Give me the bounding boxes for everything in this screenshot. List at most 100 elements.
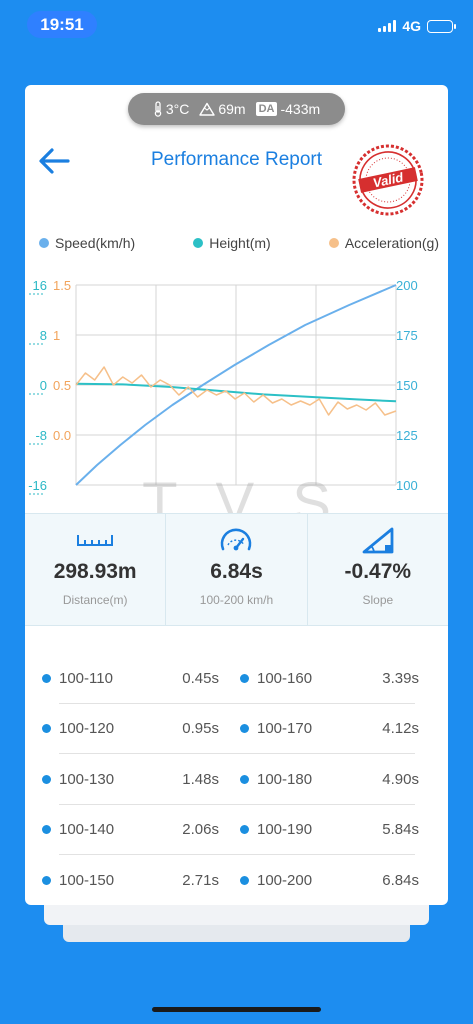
- split-time: 0.45s: [182, 669, 219, 687]
- chart-legend: Speed(km/h) Height(m) Acceleration(g): [39, 235, 439, 251]
- accel-tick-label: 1: [53, 328, 60, 343]
- split-time: 1.48s: [182, 770, 219, 788]
- speed-tick-label: 100: [396, 478, 418, 493]
- legend-acceleration-label: Acceleration(g): [344, 235, 439, 251]
- stamp-text: Valid: [371, 169, 405, 190]
- split-time: 2.71s: [182, 871, 219, 889]
- split-range: 100-180: [257, 770, 313, 788]
- split-row: 100-140 2.06s 100-190 5.84s: [39, 805, 435, 856]
- density-altitude-item: DA -433m: [255, 101, 321, 117]
- split-cell: 100-190 5.84s: [237, 821, 435, 838]
- split-range: 100-160: [257, 669, 313, 687]
- speedometer-icon: [221, 528, 252, 551]
- mountain-icon: [199, 102, 216, 116]
- bullet-dot-icon: [42, 825, 51, 835]
- bullet-dot-icon: [240, 825, 249, 835]
- split-range: 100-140: [59, 821, 115, 839]
- report-card: 3°C 69m DA -433m Performance Report Vali…: [25, 85, 448, 905]
- stat-distance-value: 298.93m: [53, 560, 137, 583]
- split-row: 100-150 2.71s 100-200 6.84s: [39, 855, 435, 905]
- stat-distance: 298.93m Distance(m): [25, 514, 165, 625]
- status-time: 19:51: [27, 11, 97, 38]
- stat-time-label: 100-200 km/h: [199, 593, 274, 607]
- stat-slope-value: -0.47%: [344, 560, 412, 583]
- speed-tick-label: 200: [396, 278, 418, 293]
- home-indicator[interactable]: [152, 1007, 321, 1012]
- height-tick-label: -16: [28, 478, 47, 493]
- stats-panel: 298.93m Distance(m) 6.84s 100-200 km/h: [25, 513, 448, 626]
- legend-height: Height(m): [193, 235, 271, 251]
- split-cell: 100-170 4.12s: [237, 720, 435, 737]
- split-time: 0.95s: [182, 720, 219, 738]
- bullet-dot-icon: [42, 774, 51, 784]
- page-title: Performance Report: [150, 149, 323, 170]
- slope-icon: [362, 527, 394, 554]
- bullet-dot-icon: [240, 673, 249, 683]
- split-cell: 100-110 0.45s: [39, 670, 237, 687]
- legend-acceleration-swatch: [328, 238, 339, 248]
- split-range: 100-150: [59, 871, 115, 889]
- series-line-speed: [75, 284, 397, 486]
- split-cell: 100-200 6.84s: [237, 872, 435, 889]
- height-tick-label: 8: [40, 328, 47, 343]
- split-time: 3.39s: [382, 669, 419, 687]
- legend-speed-swatch: [39, 238, 49, 248]
- status-indicators: 4G: [378, 18, 456, 34]
- split-cell: 100-180 4.90s: [237, 771, 435, 788]
- split-range: 100-130: [59, 770, 115, 788]
- signal-icon: [378, 20, 397, 32]
- stat-time-value: 6.84s: [210, 560, 263, 583]
- split-cell: 100-140 2.06s: [39, 821, 237, 838]
- temperature-value: 3°C: [165, 101, 190, 117]
- series-line-accel: [75, 366, 397, 416]
- environment-pill: 3°C 69m DA -433m: [128, 93, 345, 125]
- split-range: 100-190: [257, 821, 313, 839]
- split-cell: 100-150 2.71s: [39, 872, 237, 889]
- stat-distance-label: Distance(m): [62, 593, 128, 607]
- split-cell: 100-160 3.39s: [237, 670, 435, 687]
- split-range: 100-120: [59, 720, 115, 738]
- legend-speed: Speed(km/h): [39, 235, 135, 251]
- speed-tick-label: 125: [396, 428, 418, 443]
- height-tick-label: -8: [35, 428, 47, 443]
- temperature-item: 3°C: [153, 101, 190, 117]
- da-label: DA: [255, 102, 278, 116]
- bullet-dot-icon: [240, 774, 249, 784]
- ruler-icon: [77, 535, 114, 546]
- accel-tick-label: 0.5: [53, 378, 71, 393]
- bullet-dot-icon: [42, 875, 51, 885]
- network-label: 4G: [402, 18, 421, 34]
- stat-slope: -0.47% Slope: [306, 514, 448, 625]
- split-time: 4.90s: [382, 770, 419, 788]
- bullet-dot-icon: [42, 673, 51, 683]
- bullet-dot-icon: [42, 724, 51, 734]
- split-time: 6.84s: [382, 871, 419, 889]
- density-altitude-value: -433m: [280, 101, 321, 117]
- split-range: 100-110: [59, 669, 113, 687]
- performance-chart: 16 8 0 -8 -16 1.5 1 0.5 0.0 200 175 150 125 100: [28, 278, 418, 495]
- accel-tick-label: 0.0: [53, 428, 71, 443]
- thermometer-icon: [154, 101, 162, 117]
- back-arrow-icon[interactable]: [37, 147, 71, 175]
- speed-tick-label: 175: [396, 328, 418, 343]
- stat-slope-label: Slope: [362, 593, 394, 607]
- split-range: 100-170: [257, 720, 313, 738]
- split-row: 100-120 0.95s 100-170 4.12s: [39, 704, 435, 755]
- height-tick-label: 16: [33, 278, 47, 293]
- split-time: 5.84s: [382, 821, 419, 839]
- stat-time: 6.84s 100-200 km/h: [165, 514, 306, 625]
- split-times-list: 100-110 0.45s 100-160 3.39s 100-120 0.95…: [39, 653, 435, 905]
- split-time: 2.06s: [182, 821, 219, 839]
- bullet-dot-icon: [240, 724, 249, 734]
- legend-speed-label: Speed(km/h): [55, 235, 136, 251]
- legend-acceleration: Acceleration(g): [328, 235, 439, 251]
- split-cell: 100-130 1.48s: [39, 771, 237, 788]
- accel-tick-label: 1.5: [53, 278, 71, 293]
- series-line-height: [75, 382, 397, 403]
- split-range: 100-200: [257, 871, 313, 889]
- split-cell: 100-120 0.95s: [39, 720, 237, 737]
- bullet-dot-icon: [240, 875, 249, 885]
- legend-height-swatch: [193, 238, 204, 248]
- battery-icon: [427, 19, 456, 33]
- height-tick-label: 0: [40, 378, 47, 393]
